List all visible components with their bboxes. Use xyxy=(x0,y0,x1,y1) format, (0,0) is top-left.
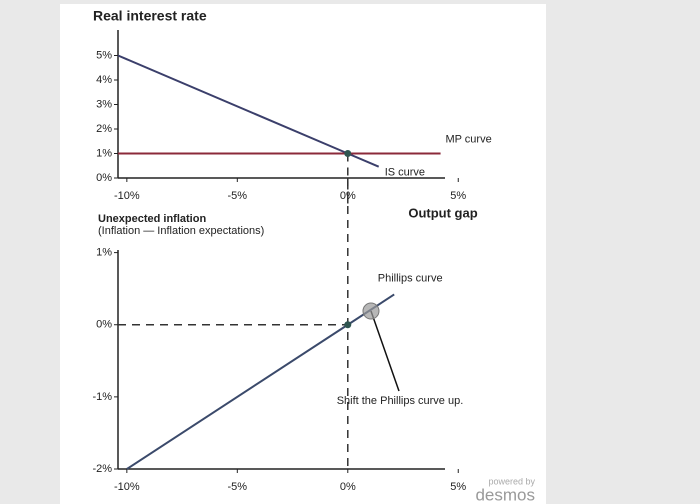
x-tick-label: 5% xyxy=(450,190,466,202)
y-tick-label: 1% xyxy=(96,147,112,159)
x-tick-label: 0% xyxy=(340,481,356,493)
y-tick-label: 0% xyxy=(96,172,112,184)
y-tick-label: 3% xyxy=(96,98,112,110)
y-tick-label: 1% xyxy=(96,247,112,259)
powered-by: powered by xyxy=(488,476,535,486)
x-tick-label: 5% xyxy=(450,481,466,493)
annotation-line xyxy=(370,310,400,392)
panel xyxy=(60,4,546,504)
x-tick-label: -5% xyxy=(228,481,248,493)
brand: desmos xyxy=(475,485,535,504)
x-tick-label: -10% xyxy=(114,190,140,202)
y-tick-label: 5% xyxy=(96,49,112,61)
chart-subtitle: (Inflation — Inflation expectations) xyxy=(98,225,264,237)
series-label: Phillips curve xyxy=(378,272,443,284)
y-tick-label: 2% xyxy=(96,123,112,135)
y-tick-label: 0% xyxy=(96,319,112,331)
x-tick-label: -5% xyxy=(228,190,248,202)
y-tick-label: 4% xyxy=(96,74,112,86)
chart-title: Real interest rate xyxy=(93,8,207,24)
annotation-point xyxy=(362,302,380,320)
x-tick-label: -10% xyxy=(114,481,140,493)
point xyxy=(344,321,352,329)
point xyxy=(344,150,352,157)
y-tick-label: -2% xyxy=(92,463,112,475)
series-label: MP curve xyxy=(445,133,491,145)
chart-title: Unexpected inflation xyxy=(98,213,206,225)
x-axis-label: Output gap xyxy=(408,205,477,220)
annotation: Shift the Phillips curve up. xyxy=(337,395,464,407)
y-tick-label: -1% xyxy=(92,391,112,403)
series-label: IS curve xyxy=(385,167,425,179)
